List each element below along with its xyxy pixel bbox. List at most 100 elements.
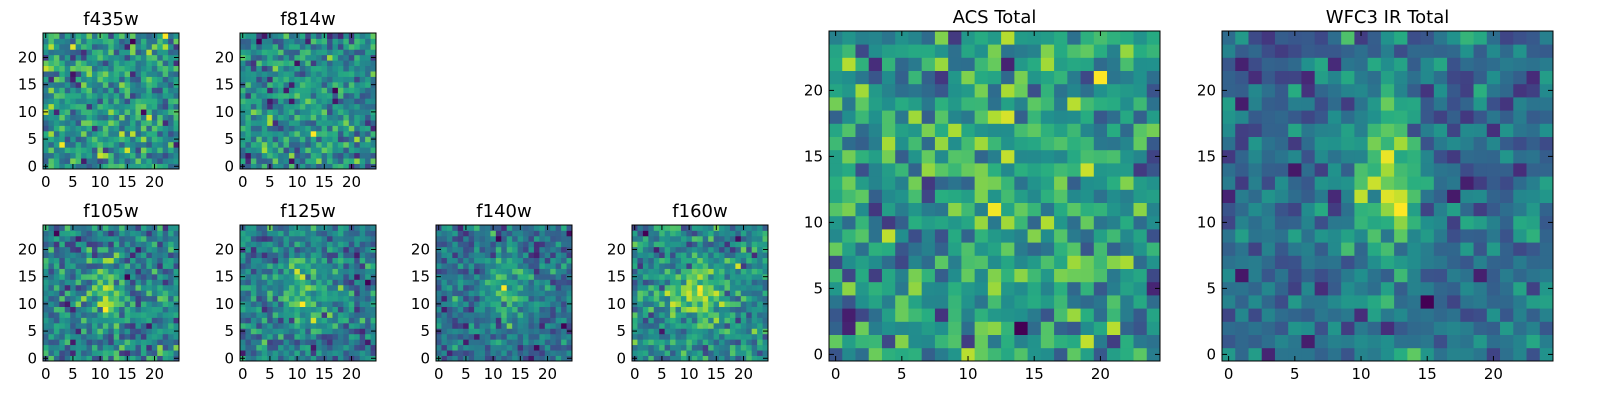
- heatmap-cell: [1288, 268, 1302, 283]
- heatmap-cell: [168, 87, 174, 94]
- heatmap-cell: [348, 43, 355, 50]
- heatmap-cell: [691, 339, 698, 346]
- heatmap-cell: [305, 136, 312, 143]
- heatmap-cell: [86, 225, 93, 231]
- heatmap-cell: [146, 230, 153, 237]
- heatmap-cell: [1420, 281, 1435, 296]
- heatmap-cell: [757, 312, 763, 318]
- heatmap-cell: [702, 355, 709, 362]
- heatmap-cell: [53, 279, 60, 286]
- heatmap-cell: [283, 257, 290, 264]
- heatmap-cell: [240, 235, 246, 242]
- heatmap-cell: [140, 87, 147, 94]
- y-tick-label: 0: [420, 349, 430, 367]
- heatmap-cell: [272, 225, 279, 231]
- heatmap-cell: [240, 263, 246, 269]
- heatmap-cell: [272, 71, 279, 77]
- heatmap-cell: [555, 252, 562, 259]
- heatmap-cell: [1120, 215, 1134, 230]
- heatmap-cell: [1526, 189, 1541, 203]
- heatmap-cell: [829, 110, 843, 124]
- heatmap-cell: [299, 295, 306, 302]
- heatmap-cell: [359, 312, 366, 318]
- heatmap-cell: [108, 246, 115, 253]
- heatmap-cell: [1222, 255, 1236, 269]
- heatmap-cell: [348, 152, 355, 159]
- heatmap-cell: [566, 344, 573, 351]
- heatmap-cell: [75, 152, 82, 159]
- heatmap-cell: [102, 114, 109, 121]
- heatmap-cell: [441, 241, 448, 248]
- heatmap-cell: [987, 215, 1002, 230]
- heatmap-cell: [81, 350, 87, 356]
- heatmap-cell: [1067, 215, 1081, 230]
- heatmap-cell: [457, 241, 464, 248]
- heatmap-cell: [261, 263, 268, 269]
- heatmap-cell: [1067, 242, 1081, 256]
- heatmap-cell: [113, 152, 120, 159]
- heatmap-cell: [91, 163, 98, 170]
- heatmap-cell: [321, 328, 328, 335]
- heatmap-cell: [151, 43, 158, 50]
- heatmap-cell: [272, 130, 279, 137]
- heatmap-cell: [261, 87, 268, 94]
- x-tick-label: 15: [315, 173, 334, 191]
- heatmap-cell: [370, 317, 377, 324]
- heatmap-cell: [987, 321, 1002, 335]
- heatmap-cell: [146, 114, 153, 121]
- heatmap-cell: [261, 306, 268, 313]
- heatmap-cell: [151, 87, 158, 94]
- heatmap-cell: [697, 301, 704, 307]
- heatmap-cell: [59, 49, 66, 56]
- heatmap-cell: [1327, 334, 1342, 349]
- heatmap-cell: [299, 301, 306, 307]
- heatmap-cell: [59, 60, 66, 67]
- heatmap-cell: [490, 344, 497, 351]
- heatmap-cell: [1040, 347, 1055, 362]
- heatmap-cell: [1133, 31, 1148, 45]
- heatmap-cell: [544, 350, 551, 356]
- heatmap-cell: [70, 130, 77, 137]
- heatmap-cell: [332, 328, 339, 335]
- heatmap-cell: [719, 230, 725, 237]
- heatmap-cell: [1433, 347, 1448, 362]
- heatmap-cell: [157, 312, 164, 318]
- heatmap-cell: [53, 225, 60, 231]
- heatmap-cell: [102, 225, 109, 231]
- heatmap-cell: [102, 290, 109, 297]
- heatmap-cell: [316, 147, 322, 154]
- heatmap-cell: [881, 189, 896, 203]
- heatmap-cell: [934, 347, 949, 362]
- heatmap-cell: [108, 301, 115, 307]
- heatmap-cell: [533, 230, 540, 237]
- heatmap-cell: [81, 114, 87, 121]
- heatmap-cell: [283, 87, 290, 94]
- heatmap-cell: [267, 43, 274, 50]
- heatmap-cell: [987, 255, 1002, 269]
- heatmap-cell: [855, 281, 870, 296]
- heatmap-cell: [108, 136, 115, 143]
- heatmap-cell: [365, 317, 371, 324]
- heatmap-cell: [653, 306, 660, 313]
- heatmap-cell: [463, 322, 470, 329]
- heatmap-cell: [267, 141, 274, 148]
- heatmap-cell: [332, 263, 339, 269]
- heatmap-cell: [370, 60, 377, 67]
- heatmap-cell: [1027, 149, 1042, 164]
- heatmap-cell: [452, 355, 459, 362]
- heatmap-cell: [1367, 229, 1382, 243]
- heatmap-cell: [642, 273, 649, 280]
- heatmap-cell: [108, 54, 115, 61]
- heatmap-cell: [708, 312, 714, 318]
- heatmap-cell: [1433, 215, 1448, 230]
- heatmap-cell: [135, 328, 142, 335]
- heatmap-cell: [146, 263, 153, 269]
- heatmap-cell: [1222, 149, 1236, 164]
- heatmap-cell: [130, 268, 136, 275]
- heatmap-cell: [162, 312, 169, 318]
- heatmap-cell: [457, 290, 464, 297]
- heatmap-cell: [53, 268, 60, 275]
- heatmap-cell: [272, 141, 279, 148]
- heatmap-cell: [490, 306, 497, 313]
- heatmap-cell: [1486, 334, 1501, 349]
